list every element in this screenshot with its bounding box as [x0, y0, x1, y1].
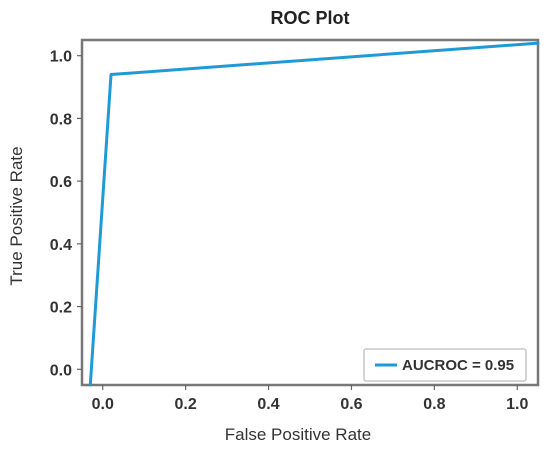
x-tick-label: 0.6 — [340, 396, 362, 413]
y-tick-label: 0.8 — [50, 111, 72, 128]
y-tick-label: 0.0 — [50, 362, 72, 379]
y-tick-label: 0.2 — [50, 300, 72, 317]
y-tick-label: 0.4 — [50, 237, 72, 254]
plot-area — [80, 38, 540, 387]
x-axis-ticks: 0.0 0.2 0.4 0.6 0.8 1.0 — [92, 385, 528, 413]
chart-title: ROC Plot — [271, 8, 350, 28]
x-tick-label: 0.2 — [175, 396, 197, 413]
y-tick-label: 0.6 — [50, 174, 72, 191]
y-tick-label: 1.0 — [50, 49, 72, 66]
legend-box — [363, 348, 527, 382]
x-tick-label: 0.8 — [423, 396, 445, 413]
x-axis-label: False Positive Rate — [225, 425, 371, 444]
y-axis-ticks: 0.0 0.2 0.4 0.6 0.8 1.0 — [50, 49, 82, 379]
x-tick-label: 0.0 — [92, 396, 114, 413]
x-tick-label: 0.4 — [257, 396, 279, 413]
y-axis-label: True Positive Rate — [7, 146, 26, 285]
legend: AUCROC = 0.95 — [363, 348, 527, 382]
x-tick-label: 1.0 — [506, 396, 528, 413]
series-layer — [88, 41, 540, 387]
roc-curve-line — [88, 41, 540, 387]
legend-label: AUCROC = 0.95 — [402, 357, 514, 374]
